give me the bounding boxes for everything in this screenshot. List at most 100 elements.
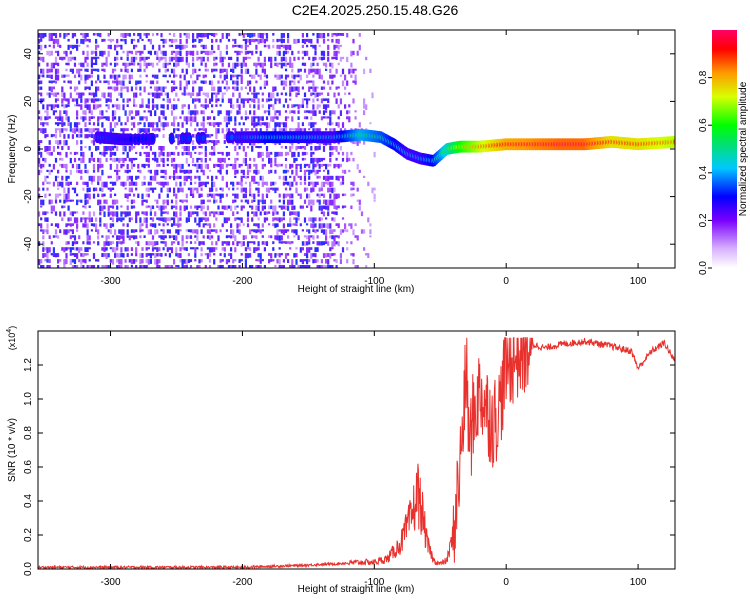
spectrogram-cell bbox=[52, 134, 55, 137]
spectrogram-cell bbox=[168, 187, 171, 193]
spectrogram-cell bbox=[114, 86, 117, 92]
spectrogram-cell bbox=[170, 44, 174, 47]
spectrogram-cell bbox=[76, 223, 79, 229]
spectrogram-cell bbox=[111, 38, 115, 42]
spectrogram-cell bbox=[187, 146, 190, 152]
spectrogram-cell bbox=[249, 74, 252, 77]
spectrogram-cell bbox=[181, 241, 184, 247]
spectrogram-cell bbox=[80, 98, 83, 103]
spectrogram-cell bbox=[156, 50, 159, 57]
spectrogram-cell bbox=[166, 157, 169, 162]
spectrogram-cell bbox=[59, 199, 62, 203]
spectrogram-cell bbox=[177, 265, 180, 268]
spectrogram-cell bbox=[122, 157, 125, 163]
spectrogram-cell bbox=[95, 44, 98, 50]
spectrogram-cell bbox=[325, 223, 328, 229]
spectrogram-cell bbox=[65, 223, 68, 228]
spectrogram-cell bbox=[215, 229, 218, 234]
spectrogram-cell bbox=[219, 187, 222, 191]
spectrogram-cell bbox=[253, 110, 256, 116]
spectrogram-cell bbox=[147, 229, 150, 235]
spectrogram-cell bbox=[147, 38, 150, 42]
spectrogram-cell bbox=[88, 86, 91, 91]
spectrogram-cell bbox=[109, 128, 112, 135]
spectrogram-cell bbox=[211, 193, 214, 198]
spectrogram-cell bbox=[230, 265, 233, 268]
spectrogram-cell bbox=[246, 92, 250, 95]
spectrogram-cell bbox=[263, 38, 266, 44]
spectrogram-cell bbox=[44, 122, 47, 125]
spectrogram-cell bbox=[287, 50, 290, 54]
spectrogram-cell bbox=[90, 80, 93, 87]
spectrogram-cell bbox=[168, 265, 171, 268]
spectrogram-cell bbox=[270, 187, 273, 190]
spectrogram-cell bbox=[114, 211, 117, 217]
spectrogram-cell bbox=[238, 265, 241, 268]
spectrogram-cell bbox=[318, 157, 321, 163]
spectrogram-cell bbox=[251, 193, 254, 198]
spectrogram-cell bbox=[187, 62, 190, 68]
spectrogram-cell bbox=[141, 116, 144, 121]
spectrogram-cell bbox=[189, 50, 193, 56]
spectrogram-cell bbox=[280, 217, 283, 222]
snr-panel: -300 -200 -100 0 100 0.00.20.40.60.81.01.2 H… bbox=[6, 326, 676, 595]
spectrogram-cell bbox=[310, 247, 313, 250]
spectrogram-cell bbox=[71, 265, 74, 268]
spectrogram-cell bbox=[151, 217, 155, 222]
spectrogram-cell bbox=[287, 74, 290, 78]
spectrogram-cell bbox=[316, 62, 319, 67]
spectrogram-cell bbox=[82, 211, 85, 215]
spectrogram-cell bbox=[114, 151, 117, 156]
spectrogram-cell bbox=[67, 74, 70, 77]
spectrogram-cell bbox=[234, 247, 237, 253]
spectrogram-cell bbox=[120, 181, 123, 186]
spectrogram-ylabel: Frequency (Hz) bbox=[7, 115, 18, 184]
spectrogram-cell bbox=[173, 193, 176, 197]
spectrogram-cell bbox=[57, 187, 60, 190]
spectrogram-cell bbox=[200, 181, 203, 187]
spectrogram-cell bbox=[327, 175, 330, 182]
spectrogram-cell bbox=[101, 193, 104, 197]
spectrogram-cell bbox=[80, 92, 83, 99]
spectrogram-cell bbox=[52, 247, 55, 254]
spectrogram-cell bbox=[90, 175, 93, 182]
spectrogram-cell bbox=[118, 217, 121, 221]
spectrogram-cell bbox=[80, 151, 83, 157]
spectrogram-cell bbox=[206, 134, 209, 138]
spectrogram-cell bbox=[84, 217, 87, 223]
spectrogram-cell bbox=[63, 98, 66, 101]
spectrogram-cell bbox=[101, 50, 104, 57]
spectrogram-cell bbox=[276, 110, 279, 113]
spectrogram-cell bbox=[166, 104, 169, 110]
spectrogram-cell bbox=[84, 86, 87, 91]
spectrogram-cell bbox=[259, 175, 262, 181]
spectrogram-x-ticks: -300 -200 -100 0 100 bbox=[101, 30, 647, 287]
spectrogram-cell bbox=[95, 187, 98, 191]
spectrogram-cell bbox=[48, 86, 51, 91]
spectrogram-cell bbox=[103, 241, 106, 247]
spectrogram-cell bbox=[198, 223, 201, 228]
spectrogram-cell bbox=[103, 223, 106, 227]
spectrogram-cell bbox=[95, 62, 98, 65]
spectrogram-cell bbox=[303, 110, 307, 113]
spectrogram-cell bbox=[238, 241, 241, 244]
spectrogram-cell bbox=[162, 56, 165, 60]
spectrogram-cell bbox=[253, 247, 256, 253]
spectrogram-cell bbox=[327, 56, 330, 62]
spectrogram-cell bbox=[130, 199, 133, 205]
spectrogram-cell bbox=[97, 229, 100, 235]
spectrogram-cell bbox=[268, 44, 271, 49]
spectrogram-cell bbox=[259, 86, 262, 90]
spectrogram-cell bbox=[90, 68, 93, 74]
spectrogram-cell bbox=[187, 33, 190, 39]
spectrogram-cell bbox=[322, 157, 326, 161]
spectrogram-cell bbox=[135, 50, 138, 56]
spectrogram-cell bbox=[208, 140, 212, 143]
spectrogram-cell bbox=[322, 38, 326, 44]
spectrogram-cell bbox=[192, 187, 195, 194]
spectrogram-cell bbox=[223, 134, 226, 139]
spectrogram-cell bbox=[339, 146, 342, 151]
spectrogram-cell bbox=[227, 217, 231, 221]
spectrogram-cell bbox=[329, 146, 332, 151]
spectrogram-cell bbox=[189, 116, 193, 122]
